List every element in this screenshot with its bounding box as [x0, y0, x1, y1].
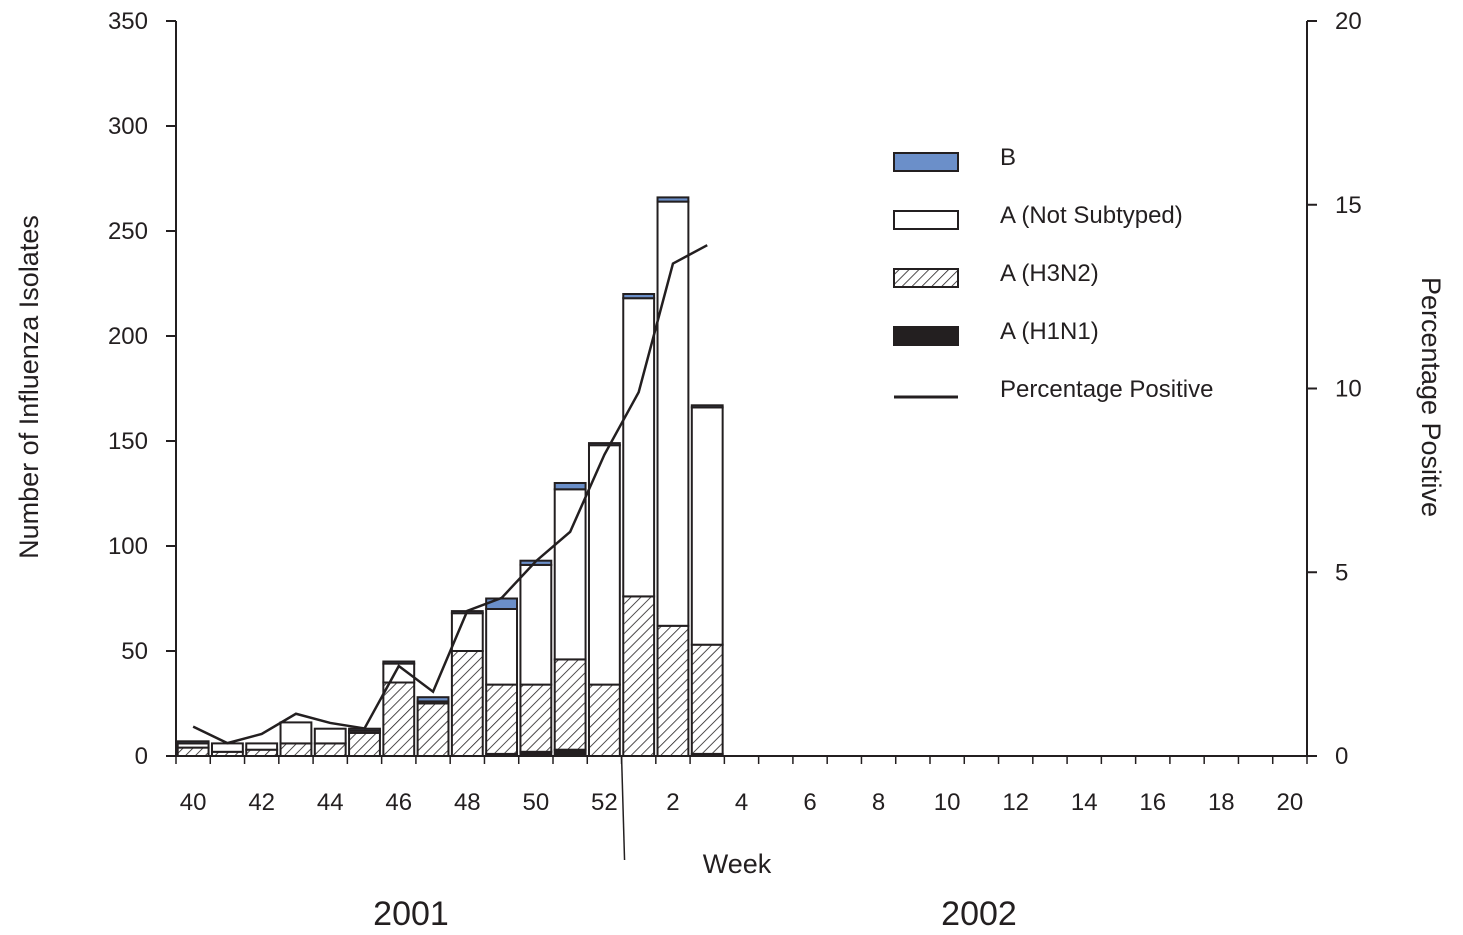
legend-label-a-not-subtyped: A (Not Subtyped) — [1000, 202, 1183, 229]
bar-segment-a-h3n2 — [519, 683, 553, 753]
bar-segment-a-h3n2 — [553, 658, 587, 751]
bar-segment-b — [176, 740, 210, 745]
y-tick-label: 300 — [108, 113, 148, 140]
percentage-line — [192, 244, 708, 745]
legend-swatch-a-h3n2 — [893, 268, 959, 288]
year-label-2002: 2002 — [941, 895, 1017, 930]
bar-segment-a-not-subtyped — [210, 742, 244, 753]
bar-segment-b — [553, 482, 587, 491]
bar-segment-a-h3n2 — [587, 683, 621, 757]
x-tick-label: 14 — [1071, 789, 1098, 816]
y2-tick-label: 0 — [1335, 743, 1348, 770]
bar-segment-a-not-subtyped — [656, 200, 690, 627]
year-label-2001: 2001 — [373, 895, 449, 930]
bar-segment-a-h3n2 — [656, 624, 690, 757]
x-tick-label: 50 — [523, 789, 550, 816]
y-tick-label: 50 — [121, 638, 148, 665]
bar-segment-a-h3n2 — [690, 643, 724, 755]
y2-tick-label: 10 — [1335, 376, 1362, 403]
x-tick-label: 48 — [454, 789, 481, 816]
y2-tick-label: 15 — [1335, 192, 1362, 219]
y-axis-title: Number of Influenza Isolates — [14, 215, 44, 559]
x-tick-label: 40 — [180, 789, 207, 816]
bar-segment-a-h3n2 — [348, 731, 381, 758]
bar-segment-b — [690, 404, 724, 409]
bar-segment-a-not-subtyped — [245, 742, 279, 751]
bar-segment-a-not-subtyped — [622, 297, 656, 598]
axis-labels: Week Number of Influenza Isolates Percen… — [14, 215, 1446, 933]
bar-segment-b — [416, 696, 450, 703]
x-tick-label: 2 — [666, 789, 679, 816]
bar-segment-a-not-subtyped — [690, 406, 724, 646]
x-tick-label: 52 — [591, 789, 618, 816]
legend-label-b: B — [1000, 144, 1016, 171]
bar-segment-a-h3n2 — [450, 650, 484, 757]
bar-segment-b — [587, 442, 621, 447]
bar-segment-a-h3n2 — [382, 681, 416, 757]
bar-segment-a-h3n2 — [622, 595, 656, 758]
x-axis-title: Week — [703, 849, 772, 879]
y-tick-label: 200 — [108, 323, 148, 350]
bar-segment-a-h3n2 — [279, 742, 313, 758]
x-tick-label: 10 — [934, 789, 961, 816]
y-tick-label: 350 — [108, 8, 148, 35]
x-tick-label: 8 — [872, 789, 885, 816]
bar-segment-a-not-subtyped — [587, 444, 621, 686]
bars — [176, 196, 724, 758]
legend-swatch-a-not-subtyped — [893, 210, 959, 230]
bar-segment-a-not-subtyped — [485, 608, 519, 686]
bar-segment-a-not-subtyped — [553, 488, 587, 661]
y-tick-label: 0 — [135, 743, 148, 770]
legend-label-a-h1n1: A (H1N1) — [1000, 318, 1099, 345]
bar-segment-b — [382, 660, 416, 665]
bar-segment-a-not-subtyped — [450, 612, 484, 653]
bar-segment-b — [485, 597, 519, 610]
bar-segment-a-not-subtyped — [313, 727, 347, 745]
x-tick-label: 18 — [1208, 789, 1235, 816]
bar-segment-b — [656, 196, 690, 203]
y2-tick-label: 5 — [1335, 559, 1348, 586]
y-tick-label: 250 — [108, 218, 148, 245]
bar-segment-b — [622, 293, 656, 300]
x-tick-label: 44 — [317, 789, 344, 816]
year-divider — [620, 755, 626, 861]
legend-label-line: Percentage Positive — [1000, 376, 1213, 403]
x-tick-label: 12 — [1002, 789, 1029, 816]
y-tick-label: 150 — [108, 428, 148, 455]
x-tick-label: 42 — [248, 789, 275, 816]
x-tick-label: 46 — [385, 789, 412, 816]
legend: B A (Not Subtyped) A (H3N2) A (H1N1) Percent… — [893, 144, 1213, 403]
legend-label-a-h3n2: A (H3N2) — [1000, 260, 1099, 287]
bar-segment-a-not-subtyped — [279, 721, 313, 745]
x-tick-label: 6 — [803, 789, 816, 816]
bar-segment-a-h3n2 — [416, 702, 450, 757]
x-tick-label: 4 — [735, 789, 748, 816]
bar-segment-a-h3n2 — [313, 742, 347, 758]
y2-axis-title: Percentage Positive — [1416, 277, 1446, 517]
bar-segment-a-h3n2 — [485, 683, 519, 755]
x-tick-label: 20 — [1277, 789, 1304, 816]
y2-tick-label: 20 — [1335, 8, 1362, 35]
y-tick-label: 100 — [108, 533, 148, 560]
percentage-positive-line — [192, 244, 708, 745]
legend-swatch-a-h1n1 — [893, 326, 959, 346]
bar-segment-a-h3n2 — [176, 746, 210, 757]
x-tick-label: 16 — [1139, 789, 1166, 816]
bar-segment-a-not-subtyped — [519, 563, 553, 686]
legend-swatch-b — [893, 152, 959, 172]
